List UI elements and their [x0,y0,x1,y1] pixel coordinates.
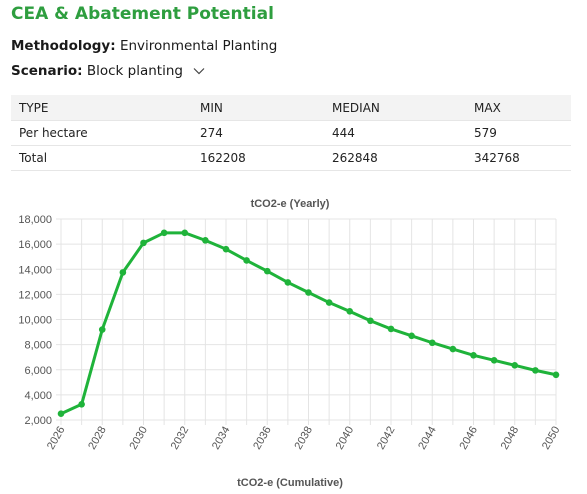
table-cell: 579 [466,120,571,146]
y-tick-label: 18,000 [18,214,52,226]
data-point [387,325,395,333]
x-tick-label: 2026 [45,425,68,452]
data-point [470,352,477,359]
data-point [325,299,333,306]
table-row: Per hectare 274 444 579 [11,120,571,146]
scenario-label: Scenario: [11,63,83,79]
data-point [511,362,519,369]
table-cell: 274 [192,120,324,146]
table-row: Total 162208 262848 342768 [11,145,571,171]
data-point [222,245,230,253]
table-cell: Per hectare [11,120,192,146]
x-tick-label: 2040 [334,425,357,452]
x-tick-label: 2042 [375,425,398,452]
col-header-median: MEDIAN [324,95,466,121]
y-axis: 2,000 4,000 6,000 8,000 10,000 12,000 14,000 16… [18,214,52,427]
data-point [367,317,374,325]
page-title: CEA & Abatement Potential [11,4,274,24]
data-point [202,237,209,244]
y-tick-label: 14,000 [18,264,52,276]
x-tick-label: 2034 [210,425,233,452]
data-point [160,229,168,237]
scenario-row: Scenario: Block planting [11,63,205,79]
x-tick-label: 2050 [540,425,563,452]
data-point [408,332,415,340]
x-tick-label: 2048 [499,425,522,452]
table-cell: 444 [324,120,466,146]
x-tick-label: 2030 [127,425,150,452]
data-point [243,257,250,264]
x-tick-label: 2044 [416,425,439,452]
y-tick-label: 6,000 [24,365,52,377]
data-point [284,279,292,286]
y-tick-label: 2,000 [24,415,52,427]
scenario-select[interactable]: Block planting [87,63,205,79]
x-tick-label: 2038 [292,425,315,452]
data-point [449,345,457,353]
data-point [532,367,539,374]
table-header-row: TYPE MIN MEDIAN MAX [11,95,571,121]
stats-table: TYPE MIN MEDIAN MAX Per hectare 274 444 … [11,95,571,171]
chart-grid [56,218,557,425]
data-point [181,229,189,237]
data-point [98,326,106,333]
col-header-min: MIN [192,95,324,121]
x-tick-label: 2036 [251,425,274,452]
y-tick-label: 8,000 [24,340,52,352]
data-point [57,410,65,418]
table-cell: 342768 [466,145,571,171]
data-point [119,269,127,276]
data-point [263,267,271,275]
table-cell: Total [11,145,192,171]
y-tick-label: 12,000 [18,289,52,301]
data-point [552,371,560,379]
y-tick-label: 10,000 [18,315,52,327]
methodology-value: Environmental Planting [119,38,278,54]
chart-title: tCO2-e (Yearly) [251,198,330,210]
col-header-max: MAX [466,95,571,121]
cumulative-label[interactable]: tCO2-e (Cumulative) [237,477,343,489]
data-point [490,357,498,364]
table-cell: 262848 [324,145,466,171]
yearly-chart: tCO2-e (Yearly) 2,000 4,000 6,000 8,000 10,0… [18,198,563,489]
methodology-row: Methodology: Environmental Planting [11,38,277,54]
col-header-type: TYPE [11,95,192,121]
scenario-value: Block planting [86,63,183,79]
x-tick-label: 2046 [457,425,480,452]
data-point [78,400,85,408]
methodology-label: Methodology: [11,38,116,54]
data-point [140,239,147,247]
x-tick-label: 2028 [86,425,109,452]
data-point [305,289,312,296]
y-tick-label: 16,000 [18,239,52,251]
x-axis: 2026 2028 2030 2032 2034 2036 2038 2040 2042 2044… [45,425,563,452]
data-point [346,308,354,315]
x-tick-label: 2032 [169,425,192,452]
table-cell: 162208 [192,145,324,171]
chevron-down-icon [193,68,205,75]
data-point [428,339,436,347]
chart-series [57,229,560,418]
y-tick-label: 4,000 [24,390,52,402]
